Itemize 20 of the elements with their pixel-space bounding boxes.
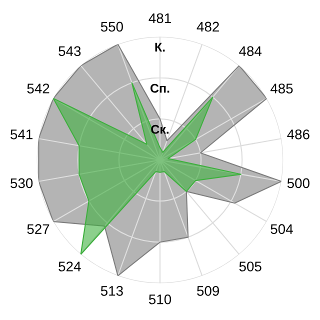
- spoke-label: 481: [148, 13, 171, 24]
- spoke-label: 542: [27, 84, 50, 94]
- spoke-label: 541: [10, 130, 32, 140]
- spoke-label: 486: [287, 129, 310, 140]
- spoke-label: 543: [58, 46, 81, 56]
- y-tick-label: К.: [155, 42, 165, 52]
- spoke-label: 509: [197, 286, 220, 296]
- spoke-label: 530: [10, 178, 33, 188]
- spoke-label: 510: [148, 294, 172, 304]
- spoke-label: 524: [58, 262, 81, 272]
- spoke-label: 500: [287, 178, 310, 188]
- spoke-label: 484: [239, 46, 262, 56]
- spoke-label: 513: [100, 286, 123, 296]
- spoke-label: 485: [270, 84, 293, 94]
- spoke-label: 505: [239, 262, 262, 272]
- spoke-label: 550: [100, 22, 123, 32]
- spoke-label: 527: [27, 224, 50, 234]
- spoke-label: 504: [270, 224, 293, 234]
- y-tick-label: Сп.: [150, 84, 170, 93]
- spoke-label: 482: [196, 22, 219, 32]
